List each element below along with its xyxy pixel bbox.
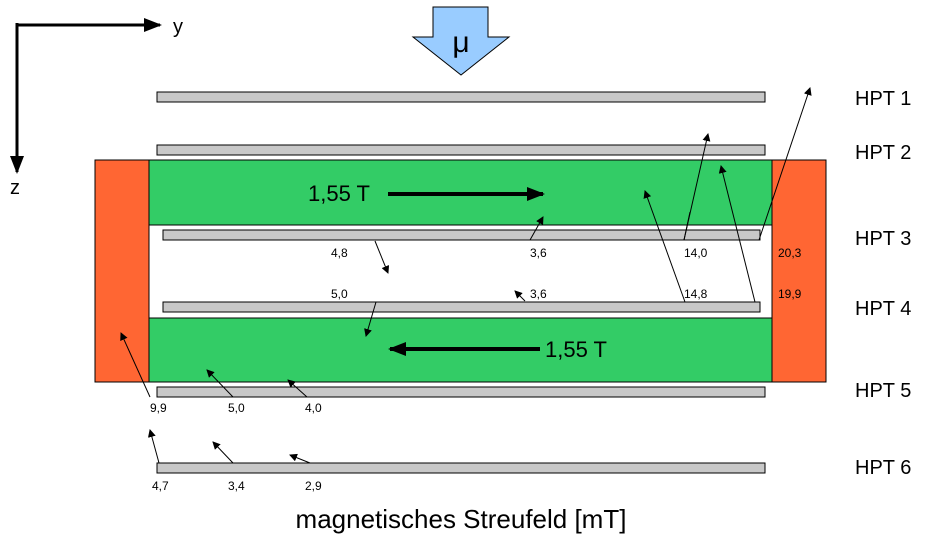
bottom-field-value: 1,55 T [545, 337, 607, 362]
field-arrow [289, 453, 311, 464]
field-value-hpt6-3: 2,9 [305, 479, 322, 493]
field-arrow [206, 369, 234, 398]
field-arrow [758, 87, 812, 241]
y-axis-label: y [173, 16, 183, 38]
muon-symbol: μ [452, 26, 469, 59]
beam-arrow-shape [411, 6, 511, 76]
field-value-hpt4-1: 5,0 [331, 287, 348, 301]
chamber-bar-hpt6 [156, 462, 766, 474]
chamber-bar-hpt1 [156, 91, 766, 103]
top-field-value: 1,55 T [308, 181, 370, 206]
chamber-label-hpt2: HPT 2 [855, 142, 911, 164]
field-arrow [120, 332, 151, 398]
field-value-hpt4-4: 19,9 [778, 287, 802, 301]
yoke-left [94, 159, 150, 383]
chamber-label-hpt6: HPT 6 [855, 457, 911, 479]
field-value-hpt5-1: 9,9 [150, 401, 167, 415]
field-value-hpt4-2: 3,6 [530, 287, 547, 301]
muon-beam-arrow: μ [411, 6, 511, 76]
field-value-hpt3-3: 14,0 [684, 246, 708, 260]
field-value-hpt3-4: 20,3 [778, 246, 802, 260]
chamber-label-hpt4: HPT 4 [855, 298, 911, 320]
chamber-labels: HPT 1 HPT 2 HPT 3 HPT 4 HPT 5 HPT 6 [855, 88, 911, 479]
chamber-bar-hpt4 [162, 301, 761, 313]
chamber-bar-hpt2 [156, 144, 766, 156]
yoke-right [771, 159, 827, 383]
field-arrow [212, 441, 234, 464]
chamber-bar-hpt5 [156, 386, 766, 398]
magnetic-field-labels: 1,55 T 1,55 T [308, 181, 607, 362]
chamber-bar-hpt3 [162, 229, 761, 241]
field-arrow [529, 216, 544, 241]
field-value-hpt3-1: 4,8 [331, 246, 348, 260]
chamber-label-hpt1: HPT 1 [855, 88, 911, 110]
stray-field-arrows [120, 87, 812, 464]
chamber-label-hpt5: HPT 5 [855, 380, 911, 402]
field-arrow [683, 211, 691, 241]
magnet-assembly [94, 159, 827, 383]
chamber-label-hpt3: HPT 3 [855, 228, 911, 250]
field-arrow [643, 190, 686, 303]
field-value-hpt6-1: 4,7 [152, 479, 169, 493]
chamber-bars [156, 91, 766, 474]
diagram-caption: magnetisches Streufeld [mT] [296, 504, 627, 534]
coordinate-axes: y z [10, 16, 183, 199]
field-arrow [287, 379, 308, 398]
field-arrow [364, 301, 377, 337]
field-arrow [374, 240, 390, 274]
stray-field-values: 4,8 3,6 14,0 20,3 5,0 3,6 14,8 19,9 9,9 … [150, 246, 802, 493]
field-value-hpt6-2: 3,4 [228, 479, 245, 493]
field-value-hpt3-2: 3,6 [530, 246, 547, 260]
field-value-hpt4-3: 14,8 [684, 287, 708, 301]
field-arrow [718, 165, 756, 303]
field-arrow [147, 429, 160, 464]
z-axis-label: z [10, 177, 20, 199]
field-arrow [514, 290, 526, 302]
field-value-hpt5-2: 5,0 [228, 401, 245, 415]
field-value-hpt5-3: 4,0 [305, 401, 322, 415]
